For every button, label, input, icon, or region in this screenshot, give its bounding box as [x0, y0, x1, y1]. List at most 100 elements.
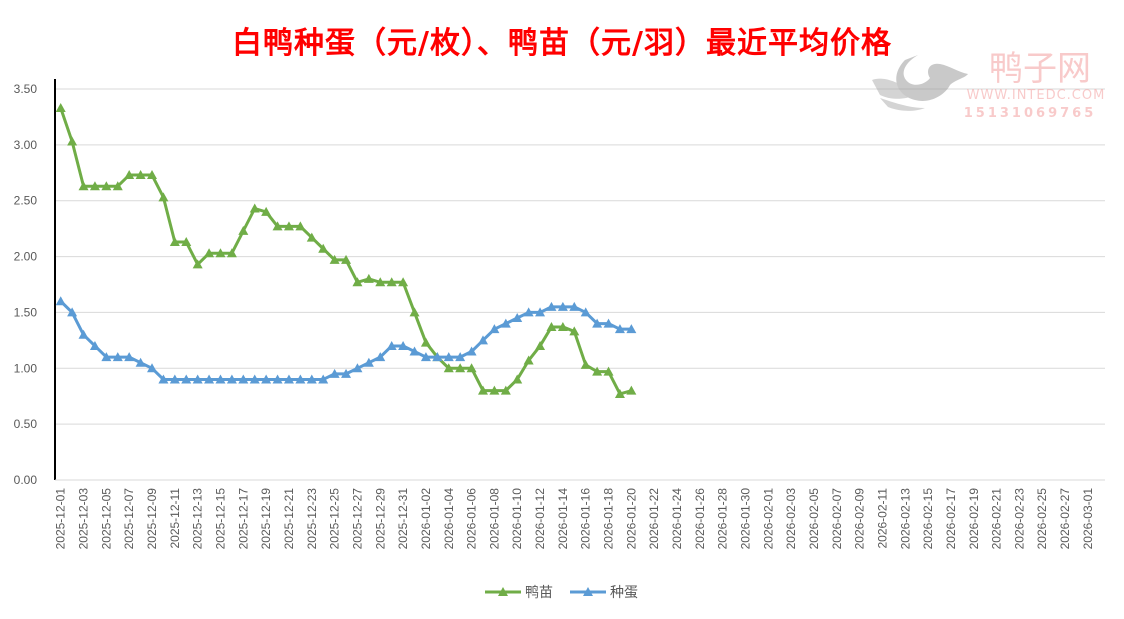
x-tick-label: 2026-02-13	[898, 488, 912, 550]
legend-marker	[498, 587, 508, 596]
data-point-marker	[55, 296, 66, 306]
data-point-marker	[238, 225, 249, 235]
data-point-marker	[420, 352, 431, 362]
data-point-marker	[238, 374, 249, 384]
data-point-marker	[67, 307, 78, 317]
x-tick-label: 2025-12-19	[259, 488, 273, 550]
data-point-marker	[272, 221, 283, 231]
y-tick-label: 2.50	[14, 194, 38, 208]
data-point-marker	[295, 374, 306, 384]
y-tick-label: 1.00	[14, 361, 38, 375]
data-point-marker	[306, 374, 317, 384]
x-tick-label: 2026-01-20	[624, 488, 638, 550]
data-point-marker	[580, 359, 591, 369]
data-point-marker	[535, 307, 546, 317]
data-point-marker	[341, 254, 352, 264]
data-point-marker	[89, 181, 100, 191]
x-tick-label: 2026-01-16	[579, 488, 593, 550]
data-point-marker	[158, 192, 169, 202]
x-tick-label: 2025-12-05	[99, 488, 113, 550]
watermark-name: 鸭子网	[989, 49, 1091, 89]
watermark-phone: 15131069765	[964, 106, 1097, 121]
x-tick-label: 2026-01-02	[419, 488, 433, 550]
y-tick-label: 1.50	[14, 305, 38, 319]
data-point-marker	[181, 374, 192, 384]
data-point-marker	[569, 301, 580, 311]
x-tick-label: 2026-01-04	[442, 488, 456, 550]
series-lines	[55, 102, 637, 398]
x-tick-label: 2026-02-27	[1058, 488, 1072, 550]
data-point-marker	[249, 374, 260, 384]
data-point-marker	[192, 374, 203, 384]
data-point-marker	[135, 170, 146, 180]
x-tick-label: 2026-01-28	[716, 488, 730, 550]
x-tick-label: 2026-03-01	[1081, 488, 1095, 550]
x-tick-label: 2026-01-12	[533, 488, 547, 550]
data-point-marker	[169, 237, 180, 247]
x-tick-label: 2025-12-13	[191, 488, 205, 550]
data-point-marker	[363, 357, 374, 367]
y-tick-label: 0.50	[14, 417, 38, 431]
data-point-marker	[523, 307, 534, 317]
series-种蛋	[55, 296, 637, 384]
x-tick-label: 2026-01-24	[670, 488, 684, 550]
data-point-marker	[512, 374, 523, 384]
data-point-marker	[500, 318, 511, 328]
data-point-marker	[386, 340, 397, 350]
data-point-marker	[626, 324, 637, 334]
data-point-marker	[580, 307, 591, 317]
x-tick-label: 2026-02-25	[1035, 488, 1049, 550]
data-point-marker	[249, 203, 260, 213]
data-point-marker	[101, 352, 112, 362]
data-point-marker	[398, 340, 409, 350]
data-point-marker	[215, 374, 226, 384]
x-tick-label: 2025-12-29	[373, 488, 387, 550]
data-point-marker	[443, 352, 454, 362]
x-tick-label: 2025-12-17	[236, 488, 250, 550]
chart-title: 白鸭种蛋（元/枚）、鸭苗（元/羽）最近平均价格	[232, 26, 892, 61]
data-point-marker	[204, 374, 215, 384]
x-tick-label: 2025-12-01	[54, 488, 68, 550]
data-point-marker	[489, 324, 500, 334]
x-tick-label: 2026-01-10	[510, 488, 524, 550]
data-point-marker	[147, 363, 158, 373]
data-point-marker	[329, 368, 340, 378]
data-point-marker	[318, 374, 329, 384]
data-point-marker	[535, 340, 546, 350]
data-point-marker	[261, 206, 272, 216]
x-tick-label: 2026-02-01	[761, 488, 775, 550]
y-tick-label: 2.00	[14, 250, 38, 264]
x-tick-label: 2026-01-26	[693, 488, 707, 550]
legend-marker	[583, 587, 593, 596]
series-line	[59, 300, 632, 381]
data-point-marker	[477, 335, 488, 345]
x-tick-label: 2025-12-07	[122, 488, 136, 550]
x-tick-label: 2025-12-25	[328, 488, 342, 550]
data-point-marker	[283, 374, 294, 384]
x-tick-label: 2025-12-23	[305, 488, 319, 550]
y-tick-label: 0.00	[14, 473, 38, 487]
data-point-marker	[557, 321, 568, 331]
legend-label: 鸭苗	[525, 585, 553, 601]
x-tick-label: 2026-02-23	[1012, 488, 1026, 550]
data-point-marker	[363, 273, 374, 283]
data-point-marker	[169, 374, 180, 384]
data-point-marker	[101, 181, 112, 191]
y-tick-label: 3.00	[14, 138, 38, 152]
data-point-marker	[112, 352, 123, 362]
x-tick-label: 2026-01-22	[647, 488, 661, 550]
data-point-marker	[569, 326, 580, 336]
data-point-marker	[283, 221, 294, 231]
data-point-marker	[603, 318, 614, 328]
legend-item: 鸭苗	[485, 585, 553, 601]
data-point-marker	[329, 254, 340, 264]
legend-label: 种蛋	[610, 585, 638, 601]
data-point-marker	[557, 301, 568, 311]
x-tick-label: 2026-02-21	[990, 488, 1004, 550]
data-point-marker	[226, 248, 237, 258]
data-point-marker	[386, 277, 397, 287]
data-point-marker	[592, 318, 603, 328]
x-tick-label: 2026-02-07	[830, 488, 844, 550]
data-point-marker	[500, 385, 511, 395]
